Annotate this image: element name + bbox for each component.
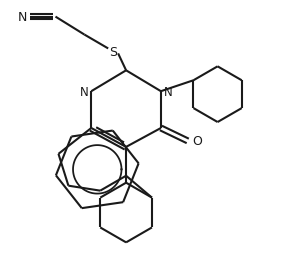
- Text: N: N: [18, 11, 27, 24]
- Text: N: N: [80, 85, 88, 98]
- Text: S: S: [109, 46, 117, 59]
- Text: N: N: [164, 85, 173, 98]
- Text: O: O: [193, 135, 203, 148]
